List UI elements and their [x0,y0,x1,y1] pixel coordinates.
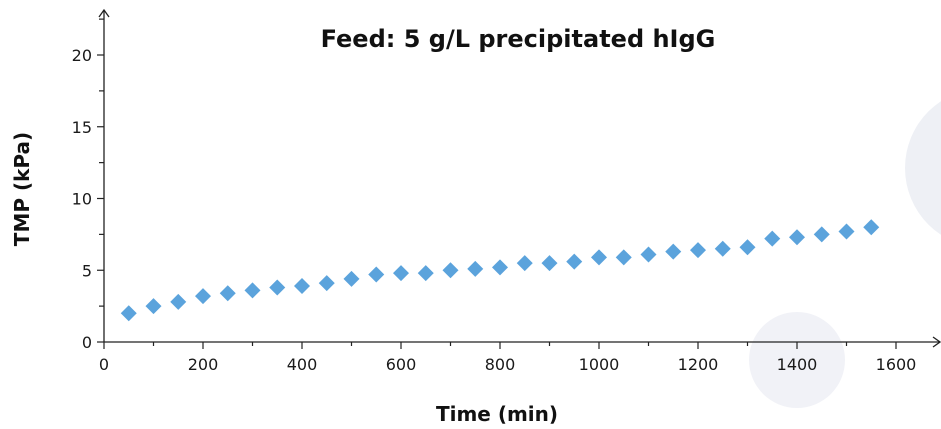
data-point [244,282,261,299]
y-axis-title: TMP (kPa) [10,132,34,246]
data-points [120,219,880,322]
background-decor-circle-right [905,101,941,235]
x-tick-label: 1600 [876,355,917,374]
x-tick-label: 600 [386,355,417,374]
data-point [591,249,607,266]
data-point [318,275,335,292]
x-tick-label: 1200 [678,355,719,374]
x-axis-arrow [932,336,941,348]
data-point [516,255,533,272]
data-point [615,249,632,266]
data-point [145,298,162,315]
x-tick-label: 1000 [579,355,620,374]
x-axis: 0 200 400 600 800 1000 1200 1400 1600 [99,336,941,374]
data-point [294,278,310,295]
data-point [838,223,855,240]
x-tick-label: 0 [99,355,109,374]
data-point [690,242,706,259]
y-tick-label: 5 [82,261,92,280]
data-point [492,259,508,276]
data-point [739,239,756,256]
x-tick-label: 200 [188,355,219,374]
data-point [195,288,211,305]
data-point [789,229,805,246]
data-point [120,305,137,322]
chart-title: Feed: 5 g/L precipitated hIgG [321,25,716,53]
data-point [541,255,558,272]
data-point [813,226,830,243]
x-tick-label: 1400 [777,355,818,374]
x-tick-label: 800 [485,355,516,374]
data-point [393,265,409,282]
background-decor-circle-bottom [749,312,845,408]
data-point [343,270,360,287]
data-point [764,230,781,247]
y-axis: 0 5 10 15 20 [72,8,110,352]
y-tick-label: 15 [72,118,92,137]
data-point [417,265,434,282]
data-point [863,219,880,236]
y-axis-arrow [98,8,110,18]
data-point [714,240,731,257]
data-point [467,260,484,277]
y-tick-label: 10 [72,190,92,209]
data-point [219,285,236,302]
data-point [566,253,583,270]
data-point [170,293,187,310]
x-tick-label: 400 [287,355,318,374]
data-point [665,243,682,260]
data-point [269,279,286,296]
data-point [368,266,385,283]
y-tick-label: 20 [72,46,92,65]
data-point [640,246,657,263]
y-tick-label: 0 [82,333,92,352]
data-point [442,262,459,279]
x-axis-title: Time (min) [436,402,558,426]
